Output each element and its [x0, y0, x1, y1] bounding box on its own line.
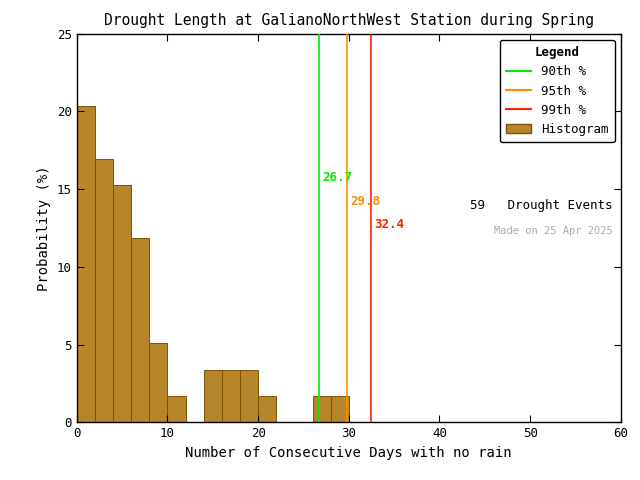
Text: 32.4: 32.4: [374, 218, 404, 231]
Bar: [222, 370, 240, 422]
Bar: [204, 370, 222, 422]
Bar: [312, 396, 331, 422]
Text: 59   Drought Events: 59 Drought Events: [470, 199, 612, 212]
Bar: [149, 343, 168, 422]
X-axis label: Number of Consecutive Days with no rain: Number of Consecutive Days with no rain: [186, 446, 512, 460]
Bar: [240, 370, 258, 422]
Text: 29.8: 29.8: [351, 195, 381, 208]
Legend: 90th %, 95th %, 99th %, Histogram: 90th %, 95th %, 99th %, Histogram: [500, 40, 614, 143]
Bar: [113, 185, 131, 422]
Bar: [331, 396, 349, 422]
Bar: [77, 106, 95, 422]
Bar: [95, 159, 113, 422]
Title: Drought Length at GalianoNorthWest Station during Spring: Drought Length at GalianoNorthWest Stati…: [104, 13, 594, 28]
Text: Made on 25 Apr 2025: Made on 25 Apr 2025: [494, 226, 612, 236]
Bar: [168, 396, 186, 422]
Bar: [258, 396, 276, 422]
Bar: [131, 238, 149, 422]
Y-axis label: Probability (%): Probability (%): [37, 165, 51, 291]
Text: 26.7: 26.7: [323, 171, 353, 184]
